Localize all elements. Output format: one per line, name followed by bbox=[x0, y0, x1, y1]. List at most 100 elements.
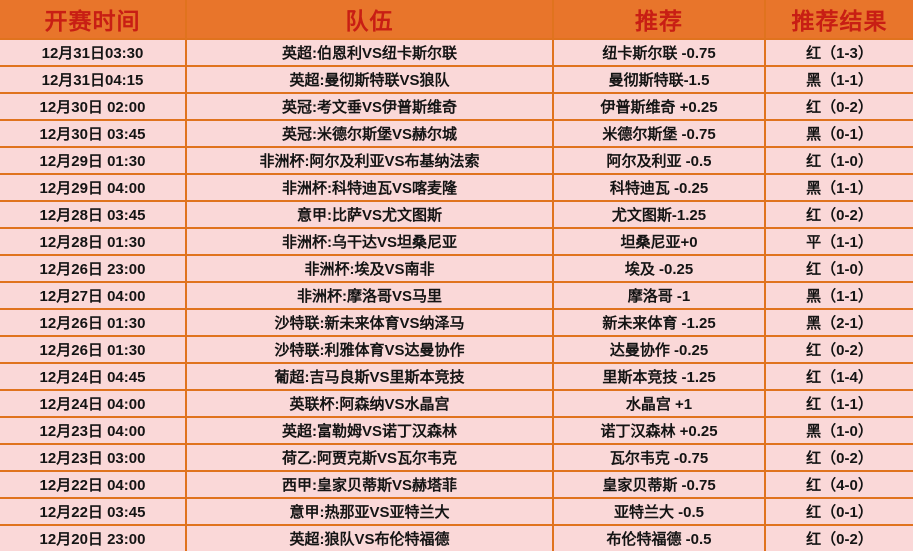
match-time-cell: 12月31日04:15 bbox=[0, 65, 187, 94]
match-time-cell: 12月28日 01:30 bbox=[0, 227, 187, 256]
recommendation-result-cell: 红（1-3） bbox=[764, 38, 913, 67]
match-teams-cell: 英超:伯恩利VS纽卡斯尔联 bbox=[185, 38, 554, 67]
match-teams-cell: 西甲:皇家贝蒂斯VS赫塔菲 bbox=[185, 470, 554, 499]
recommendation-cell: 达曼协作 -0.25 bbox=[552, 335, 766, 364]
recommendation-result-cell: 红（0-1） bbox=[764, 497, 913, 526]
match-time-cell: 12月31日03:30 bbox=[0, 38, 187, 67]
recommendation-result-cell: 红（0-2） bbox=[764, 92, 913, 121]
table-row: 12月24日 04:00 英联杯:阿森纳VS水晶宫 水晶宫 +1 红（1-1） bbox=[0, 389, 913, 418]
match-time-cell: 12月23日 04:00 bbox=[0, 416, 187, 445]
table-row: 12月24日 04:45 葡超:吉马良斯VS里斯本竞技 里斯本竞技 -1.25 红（1… bbox=[0, 362, 913, 391]
table-row: 12月30日 03:45 英冠:米德尔斯堡VS赫尔城 米德尔斯堡 -0.75 黑（0-… bbox=[0, 119, 913, 148]
recommendation-cell: 科特迪瓦 -0.25 bbox=[552, 173, 766, 202]
table-row: 12月29日 04:00 非洲杯:科特迪瓦VS喀麦隆 科特迪瓦 -0.25 黑（1-1… bbox=[0, 173, 913, 202]
match-teams-cell: 沙特联:利雅体育VS达曼协作 bbox=[185, 335, 554, 364]
table-row: 12月26日 01:30 沙特联:利雅体育VS达曼协作 达曼协作 -0.25 红（0-… bbox=[0, 335, 913, 364]
match-teams-cell: 葡超:吉马良斯VS里斯本竞技 bbox=[185, 362, 554, 391]
column-header-teams: 队伍 bbox=[185, 0, 554, 40]
match-time-cell: 12月29日 04:00 bbox=[0, 173, 187, 202]
match-teams-cell: 英超:富勒姆VS诺丁汉森林 bbox=[185, 416, 554, 445]
table-row: 12月27日 04:00 非洲杯:摩洛哥VS马里 摩洛哥 -1 黑（1-1） bbox=[0, 281, 913, 310]
match-time-cell: 12月24日 04:45 bbox=[0, 362, 187, 391]
match-teams-cell: 荷乙:阿贾克斯VS瓦尔韦克 bbox=[185, 443, 554, 472]
recommendation-result-cell: 黑（1-1） bbox=[764, 173, 913, 202]
recommendation-result-cell: 红（0-2） bbox=[764, 524, 913, 551]
table-row: 12月26日 23:00 非洲杯:埃及VS南非 埃及 -0.25 红（1-0） bbox=[0, 254, 913, 283]
recommendation-cell: 伊普斯维奇 +0.25 bbox=[552, 92, 766, 121]
match-time-cell: 12月24日 04:00 bbox=[0, 389, 187, 418]
match-teams-cell: 英超:狼队VS布伦特福德 bbox=[185, 524, 554, 551]
table-body: 12月31日03:30 英超:伯恩利VS纽卡斯尔联 纽卡斯尔联 -0.75 红（1-3… bbox=[0, 38, 913, 551]
match-time-cell: 12月30日 02:00 bbox=[0, 92, 187, 121]
recommendation-cell: 新未来体育 -1.25 bbox=[552, 308, 766, 337]
recommendation-result-cell: 黑（1-1） bbox=[764, 65, 913, 94]
recommendation-cell: 阿尔及利亚 -0.5 bbox=[552, 146, 766, 175]
recommendation-cell: 瓦尔韦克 -0.75 bbox=[552, 443, 766, 472]
recommendation-cell: 纽卡斯尔联 -0.75 bbox=[552, 38, 766, 67]
match-teams-cell: 意甲:比萨VS尤文图斯 bbox=[185, 200, 554, 229]
table-row: 12月31日03:30 英超:伯恩利VS纽卡斯尔联 纽卡斯尔联 -0.75 红（1-3… bbox=[0, 38, 913, 67]
recommendation-result-cell: 红（0-2） bbox=[764, 335, 913, 364]
match-teams-cell: 英联杯:阿森纳VS水晶宫 bbox=[185, 389, 554, 418]
table-row: 12月26日 01:30 沙特联:新未来体育VS纳泽马 新未来体育 -1.25 黑（2… bbox=[0, 308, 913, 337]
table-row: 12月23日 03:00 荷乙:阿贾克斯VS瓦尔韦克 瓦尔韦克 -0.75 红（0-2… bbox=[0, 443, 913, 472]
table-row: 12月22日 03:45 意甲:热那亚VS亚特兰大 亚特兰大 -0.5 红（0-1） bbox=[0, 497, 913, 526]
table-row: 12月28日 01:30 非洲杯:乌干达VS坦桑尼亚 坦桑尼亚+0 平（1-1） bbox=[0, 227, 913, 256]
match-time-cell: 12月22日 03:45 bbox=[0, 497, 187, 526]
match-teams-cell: 英超:曼彻斯特联VS狼队 bbox=[185, 65, 554, 94]
recommendation-cell: 亚特兰大 -0.5 bbox=[552, 497, 766, 526]
recommendation-result-cell: 黑（1-1） bbox=[764, 281, 913, 310]
recommendation-cell: 埃及 -0.25 bbox=[552, 254, 766, 283]
recommendation-result-cell: 红（0-2） bbox=[764, 443, 913, 472]
recommendation-result-cell: 红（1-0） bbox=[764, 254, 913, 283]
recommendation-cell: 坦桑尼亚+0 bbox=[552, 227, 766, 256]
table-row: 12月28日 03:45 意甲:比萨VS尤文图斯 尤文图斯-1.25 红（0-2） bbox=[0, 200, 913, 229]
recommendation-cell: 里斯本竞技 -1.25 bbox=[552, 362, 766, 391]
recommendation-result-cell: 红（1-4） bbox=[764, 362, 913, 391]
match-teams-cell: 非洲杯:乌干达VS坦桑尼亚 bbox=[185, 227, 554, 256]
table-header: 开赛时间 队伍 推荐 推荐结果 bbox=[0, 0, 913, 40]
match-teams-cell: 意甲:热那亚VS亚特兰大 bbox=[185, 497, 554, 526]
match-teams-cell: 英冠:米德尔斯堡VS赫尔城 bbox=[185, 119, 554, 148]
match-time-cell: 12月28日 03:45 bbox=[0, 200, 187, 229]
match-teams-cell: 非洲杯:摩洛哥VS马里 bbox=[185, 281, 554, 310]
table-row: 12月23日 04:00 英超:富勒姆VS诺丁汉森林 诺丁汉森林 +0.25 黑（1-… bbox=[0, 416, 913, 445]
recommendation-cell: 尤文图斯-1.25 bbox=[552, 200, 766, 229]
recommendation-cell: 曼彻斯特联-1.5 bbox=[552, 65, 766, 94]
match-time-cell: 12月23日 03:00 bbox=[0, 443, 187, 472]
recommendation-result-cell: 黑（0-1） bbox=[764, 119, 913, 148]
match-time-cell: 12月26日 01:30 bbox=[0, 308, 187, 337]
recommendation-cell: 布伦特福德 -0.5 bbox=[552, 524, 766, 551]
match-teams-cell: 英冠:考文垂VS伊普斯维奇 bbox=[185, 92, 554, 121]
recommendation-result-cell: 平（1-1） bbox=[764, 227, 913, 256]
match-time-cell: 12月22日 04:00 bbox=[0, 470, 187, 499]
recommendation-cell: 摩洛哥 -1 bbox=[552, 281, 766, 310]
match-teams-cell: 非洲杯:埃及VS南非 bbox=[185, 254, 554, 283]
match-teams-cell: 非洲杯:科特迪瓦VS喀麦隆 bbox=[185, 173, 554, 202]
match-teams-cell: 沙特联:新未来体育VS纳泽马 bbox=[185, 308, 554, 337]
match-time-cell: 12月20日 23:00 bbox=[0, 524, 187, 551]
match-time-cell: 12月26日 23:00 bbox=[0, 254, 187, 283]
match-time-cell: 12月30日 03:45 bbox=[0, 119, 187, 148]
header-row: 开赛时间 队伍 推荐 推荐结果 bbox=[0, 0, 913, 40]
recommendation-cell: 水晶宫 +1 bbox=[552, 389, 766, 418]
table-row: 12月22日 04:00 西甲:皇家贝蒂斯VS赫塔菲 皇家贝蒂斯 -0.75 红（4-… bbox=[0, 470, 913, 499]
table-row: 12月20日 23:00 英超:狼队VS布伦特福德 布伦特福德 -0.5 红（0-2） bbox=[0, 524, 913, 551]
recommendation-cell: 皇家贝蒂斯 -0.75 bbox=[552, 470, 766, 499]
match-time-cell: 12月26日 01:30 bbox=[0, 335, 187, 364]
table-row: 12月30日 02:00 英冠:考文垂VS伊普斯维奇 伊普斯维奇 +0.25 红（0-… bbox=[0, 92, 913, 121]
recommendation-result-cell: 红（4-0） bbox=[764, 470, 913, 499]
recommendation-result-cell: 红（1-1） bbox=[764, 389, 913, 418]
match-time-cell: 12月29日 01:30 bbox=[0, 146, 187, 175]
match-time-cell: 12月27日 04:00 bbox=[0, 281, 187, 310]
match-teams-cell: 非洲杯:阿尔及利亚VS布基纳法索 bbox=[185, 146, 554, 175]
recommendation-cell: 诺丁汉森林 +0.25 bbox=[552, 416, 766, 445]
recommendation-result-cell: 黑（2-1） bbox=[764, 308, 913, 337]
recommendation-result-cell: 黑（1-0） bbox=[764, 416, 913, 445]
recommendation-cell: 米德尔斯堡 -0.75 bbox=[552, 119, 766, 148]
recommendation-result-cell: 红（0-2） bbox=[764, 200, 913, 229]
recommendation-result-cell: 红（1-0） bbox=[764, 146, 913, 175]
column-header-time: 开赛时间 bbox=[0, 0, 187, 40]
column-header-pick: 推荐 bbox=[552, 0, 766, 40]
